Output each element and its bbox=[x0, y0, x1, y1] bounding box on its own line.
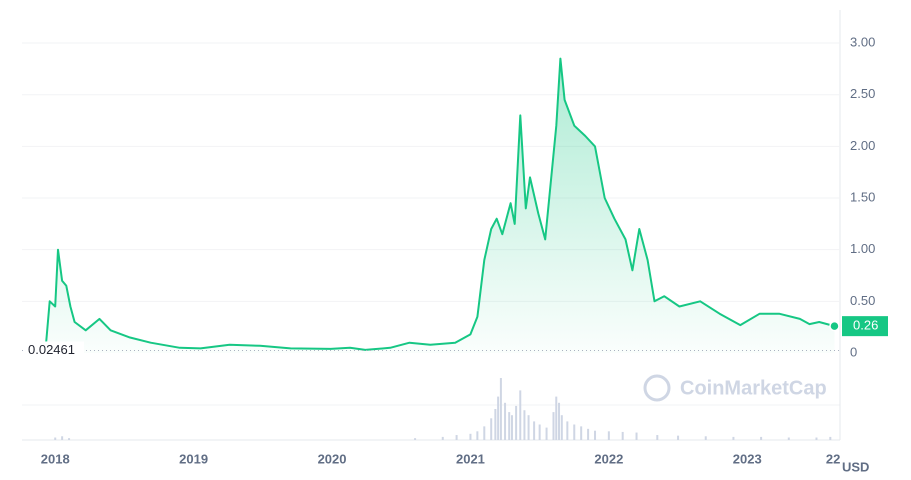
last-point bbox=[829, 320, 840, 332]
price-badge-label: 0.26 bbox=[853, 318, 878, 333]
area bbox=[45, 58, 835, 353]
volume-bar bbox=[594, 430, 597, 440]
volume-bar bbox=[656, 435, 659, 440]
x-tick-label: 2021 bbox=[456, 451, 485, 466]
volume-bar bbox=[497, 396, 500, 440]
volume-bar bbox=[494, 409, 497, 440]
volume-bar bbox=[54, 437, 57, 440]
baseline-label-bg bbox=[24, 341, 84, 360]
y-tick-label: 1.00 bbox=[850, 241, 875, 256]
volume-bar bbox=[504, 402, 507, 440]
price-line bbox=[44, 57, 835, 351]
volume-bar bbox=[61, 436, 64, 440]
volume-bar bbox=[68, 438, 71, 440]
x-tick-label: 22 bbox=[826, 451, 840, 466]
volume-bar bbox=[587, 428, 590, 440]
volume-bar bbox=[829, 436, 832, 440]
volume-bar bbox=[732, 436, 735, 440]
volume-bar bbox=[476, 431, 479, 440]
volume-bar bbox=[677, 435, 680, 440]
volume-bar bbox=[815, 437, 818, 440]
y-axis-label: USD bbox=[842, 459, 869, 474]
baseline-label: 0.02461 bbox=[28, 342, 75, 357]
volume-bar bbox=[580, 426, 583, 440]
y-tick-label: 1.50 bbox=[850, 189, 875, 204]
volume-bar bbox=[558, 402, 561, 440]
volume-bar bbox=[552, 412, 555, 440]
y-tick-label: 3.00 bbox=[850, 34, 875, 49]
volume-bar bbox=[469, 433, 472, 440]
x-tick-label: 2020 bbox=[318, 451, 347, 466]
volume-bar bbox=[760, 436, 763, 440]
volume-bar bbox=[523, 410, 526, 440]
watermark: CoinMarketCap bbox=[680, 377, 827, 399]
volume-bar bbox=[555, 396, 558, 440]
volume-bar bbox=[515, 405, 518, 440]
watermark-logo bbox=[643, 374, 671, 402]
x-tick-label: 2019 bbox=[179, 451, 208, 466]
volume-bar bbox=[704, 436, 707, 440]
y-tick-label: 2.50 bbox=[850, 86, 875, 101]
x-tick-label: 2022 bbox=[594, 451, 623, 466]
volume-bar bbox=[635, 432, 638, 440]
volume-bar bbox=[538, 424, 541, 440]
volume-bar bbox=[787, 437, 790, 440]
volume-bar bbox=[510, 415, 513, 440]
volume-bar bbox=[527, 415, 530, 440]
y-tick-label: 0 bbox=[850, 344, 857, 359]
volume-bar bbox=[414, 438, 417, 440]
volume-bar bbox=[441, 436, 444, 440]
volume-bar bbox=[483, 426, 486, 440]
volume-bar bbox=[607, 431, 610, 440]
price-badge bbox=[842, 316, 888, 337]
volume-bar bbox=[519, 390, 522, 440]
volume-bar bbox=[533, 421, 536, 440]
y-tick-label: 0.50 bbox=[850, 293, 875, 308]
volume-bar bbox=[455, 435, 458, 440]
x-tick-label: 2018 bbox=[41, 451, 70, 466]
y-tick-label: 2.00 bbox=[850, 138, 875, 153]
volume-bar bbox=[490, 418, 493, 440]
volume-bar bbox=[573, 424, 576, 440]
volume-bar bbox=[499, 378, 502, 440]
volume-bar bbox=[621, 431, 624, 440]
volume-bar bbox=[560, 415, 563, 440]
volume-bar bbox=[566, 421, 569, 440]
x-tick-label: 2023 bbox=[733, 451, 762, 466]
volume-bar bbox=[545, 427, 548, 440]
volume-bar bbox=[508, 412, 511, 440]
